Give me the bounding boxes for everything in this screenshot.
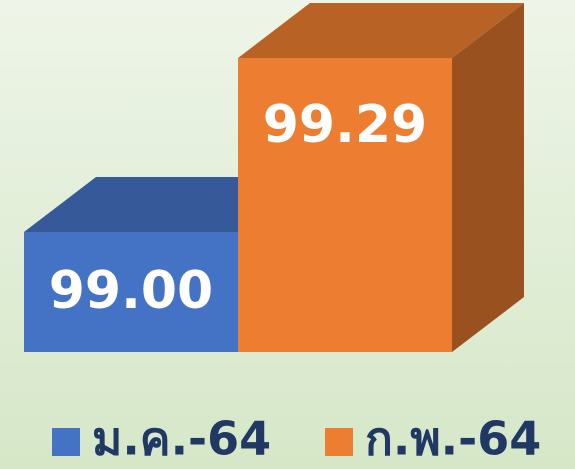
bar-side (452, 3, 524, 352)
legend-label: ม.ค.-64 (92, 412, 271, 466)
bar (238, 58, 452, 352)
value-label: 99.29 (263, 95, 427, 155)
value-label: 99.00 (49, 261, 213, 321)
legend-swatch (325, 428, 353, 456)
bar (24, 232, 238, 352)
bar-top (238, 3, 524, 58)
legend-label: ก.พ.-64 (365, 412, 541, 466)
legend-swatch (52, 428, 80, 456)
